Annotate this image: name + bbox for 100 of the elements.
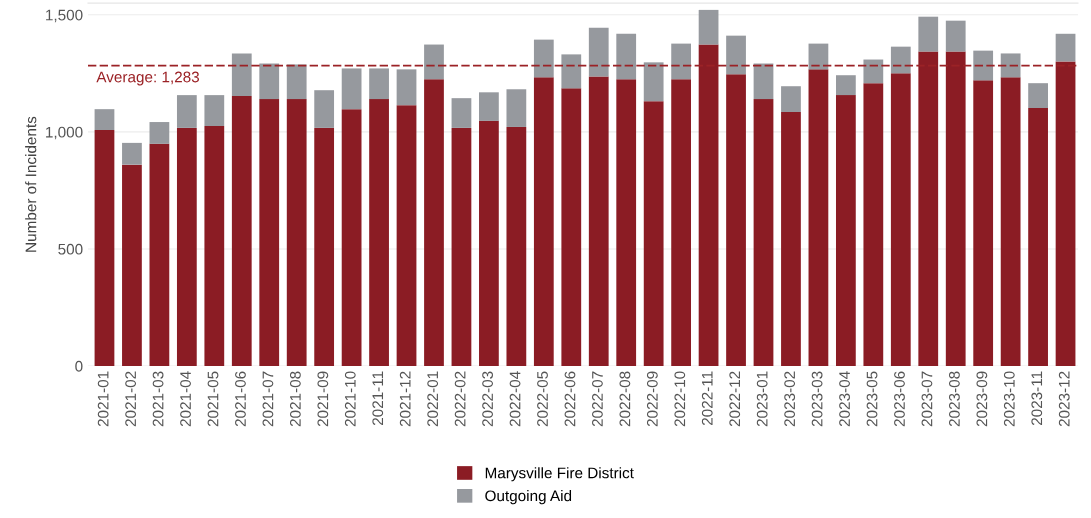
bar (424, 44, 444, 80)
bar (726, 74, 746, 366)
bar (671, 43, 692, 80)
x-tick-label: 2023-12 (1058, 371, 1070, 427)
bar (973, 80, 994, 366)
x-tick-label: 2023-07 (921, 371, 933, 427)
bar (369, 99, 389, 366)
bar (1000, 53, 1021, 78)
x-tick-label: 2022-08 (619, 371, 631, 427)
bar (890, 73, 911, 366)
bar (314, 127, 335, 366)
bar (369, 68, 389, 100)
bar (945, 51, 966, 366)
x-tick-label: 2022-12 (729, 371, 741, 427)
x-tick-label: 2023-08 (949, 371, 960, 427)
x-tick-label: 2022-01 (427, 371, 439, 427)
bar (506, 89, 527, 127)
x-tick-label: 2021-03 (152, 371, 164, 427)
x-tick-label: 2021-08 (289, 371, 301, 427)
bar (863, 59, 884, 84)
bar (341, 109, 362, 366)
bar (808, 43, 829, 70)
bar (753, 99, 774, 366)
bar (781, 86, 801, 112)
bar (835, 75, 856, 96)
bar (479, 120, 499, 366)
y-tick-label: 1,500 (46, 9, 83, 23)
x-tick-label: 2022-10 (674, 371, 686, 427)
bar (1055, 33, 1076, 62)
bar (424, 79, 444, 366)
bar (616, 79, 637, 366)
y-tick-label: 1,000 (46, 126, 83, 140)
bar (671, 79, 692, 366)
bar (396, 69, 417, 106)
x-tick-label: 2021-04 (180, 371, 191, 427)
bar (259, 99, 280, 366)
bar (259, 63, 280, 100)
y-tick-label: 0 (75, 360, 83, 372)
bar (561, 88, 582, 366)
bar (204, 126, 225, 366)
bar (122, 164, 142, 366)
x-tick-label: 2023-10 (1003, 371, 1015, 427)
bar (643, 62, 664, 102)
x-tick-label: 2022-02 (454, 371, 466, 427)
bar (835, 95, 856, 366)
bar (945, 20, 966, 52)
bar (231, 96, 252, 366)
x-tick-label: 2021-06 (235, 371, 246, 427)
x-tick-label: 2021-05 (207, 371, 219, 427)
x-tick-label: 2022-03 (482, 371, 494, 427)
bar (561, 54, 582, 89)
bar (176, 95, 197, 128)
x-tick-label: 2021-12 (399, 371, 411, 427)
bar (918, 16, 939, 52)
x-tick-label: 2022-07 (592, 371, 603, 427)
bar (176, 127, 197, 366)
y-axis-title: Number of Incidents (25, 116, 37, 252)
bar (314, 90, 335, 128)
x-tick-label: 2022-04 (509, 371, 521, 427)
bar (863, 83, 884, 366)
bar (588, 27, 609, 77)
legend-label: Outgoing Aid (485, 490, 572, 505)
bar (1028, 108, 1048, 366)
bar (781, 111, 801, 366)
bar (479, 92, 499, 121)
x-tick-label: 2022-06 (564, 371, 576, 427)
bar (94, 109, 115, 130)
bar (753, 63, 774, 100)
x-tick-label: 2023-03 (811, 371, 823, 427)
bar (286, 99, 307, 366)
bar (1000, 77, 1021, 366)
bar (1055, 61, 1076, 366)
x-tick-label: 2023-02 (784, 371, 796, 427)
bar (698, 44, 719, 366)
legend-label: Marysville Fire District (485, 467, 634, 482)
bar (973, 50, 994, 81)
x-tick-label: 2021-01 (97, 371, 109, 427)
x-tick-label: 2023-05 (866, 371, 878, 427)
ref-line-label: Average: 1,283 (96, 71, 200, 86)
bar (396, 105, 417, 366)
x-tick-label: 2022-11 (701, 371, 713, 426)
bar (918, 51, 939, 366)
bar (890, 46, 911, 74)
bar (204, 95, 225, 127)
bar (533, 39, 554, 78)
bar (698, 9, 719, 45)
bar (506, 126, 527, 366)
x-tick-label: 2021-02 (125, 371, 137, 427)
bar (1028, 83, 1048, 108)
x-tick-label: 2022-05 (537, 371, 548, 427)
bar (616, 33, 637, 80)
bar (451, 98, 472, 128)
bar (341, 68, 362, 110)
y-tick-label: 500 (58, 243, 83, 255)
bar (643, 101, 664, 366)
bar (286, 64, 307, 100)
bar (726, 35, 746, 75)
x-tick-label: 2023-09 (976, 371, 988, 427)
x-tick-label: 2021-10 (344, 371, 356, 427)
bar (451, 127, 472, 366)
